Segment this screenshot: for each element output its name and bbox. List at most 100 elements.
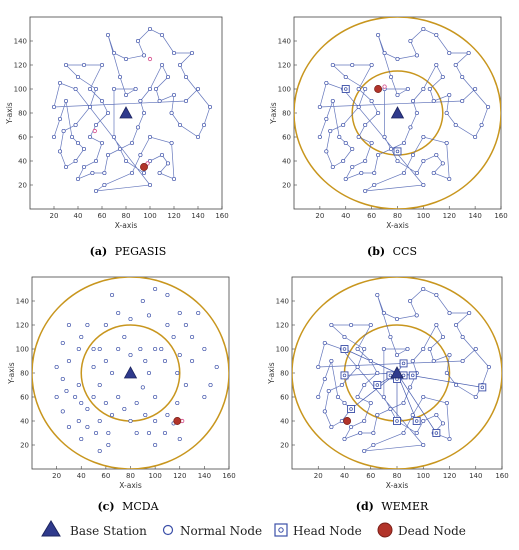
normal-node	[339, 382, 344, 388]
normal-node	[54, 394, 59, 400]
normal-node	[434, 322, 439, 328]
normal-node	[129, 170, 135, 176]
caption-d-letter: (d)	[356, 500, 374, 513]
normal-node	[97, 346, 102, 352]
y-tick-label: 40	[20, 418, 29, 426]
normal-node	[190, 358, 195, 364]
head-node-inner	[401, 373, 406, 378]
x-tick-label: 140	[191, 212, 204, 220]
normal-node	[105, 110, 111, 116]
normal-node	[355, 346, 360, 352]
base-station-legend-icon	[41, 520, 61, 537]
normal-node	[91, 364, 96, 370]
normal-node	[372, 182, 377, 188]
normal-node	[76, 418, 81, 424]
normal-node	[341, 158, 346, 164]
x-axis-label: X-axis	[386, 481, 409, 490]
normal-node	[350, 62, 355, 68]
normal-node	[316, 394, 321, 400]
normal-node	[342, 334, 347, 340]
y-tick-label: 120	[276, 322, 289, 330]
caption-d: (d) WEMER	[356, 500, 429, 513]
head-node	[412, 417, 421, 425]
normal-node	[421, 442, 426, 448]
normal-node	[322, 409, 327, 414]
normal-node	[369, 62, 374, 68]
head-node	[393, 417, 401, 425]
normal-node	[138, 346, 143, 352]
normal-node	[473, 86, 478, 92]
normal-node	[440, 161, 445, 166]
normal-node	[109, 412, 115, 418]
normal-node	[376, 152, 381, 158]
normal-node	[447, 310, 452, 316]
caption-d-name: WEMER	[381, 500, 429, 513]
head-node-inner	[401, 361, 406, 366]
caption-c-letter: (c)	[97, 500, 114, 513]
normal-node	[140, 298, 145, 304]
x-tick-label: 160	[222, 472, 235, 480]
x-tick-label: 40	[341, 212, 350, 220]
head-node-inner	[395, 419, 399, 423]
x-tick-label: 140	[469, 472, 482, 480]
normal-node	[97, 448, 102, 454]
normal-node	[57, 149, 63, 154]
normal-node	[153, 442, 158, 448]
normal-node	[460, 334, 465, 340]
base-station-marker	[390, 366, 404, 379]
normal-node	[329, 322, 334, 328]
head-node-legend-inner-icon	[278, 527, 284, 533]
y-tick-label: 100	[278, 86, 291, 94]
normal-node	[362, 346, 367, 352]
normal-node	[129, 140, 135, 146]
normal-node	[440, 421, 445, 426]
y-tick-label: 80	[20, 370, 29, 378]
x-tick-label: 100	[148, 472, 161, 480]
base-station-marker	[123, 366, 138, 379]
normal-node	[63, 98, 69, 104]
normal-node	[460, 74, 465, 80]
normal-node	[165, 322, 170, 328]
normal-node	[60, 376, 65, 382]
x-tick-label: 80	[126, 472, 135, 480]
normal-node	[328, 128, 333, 134]
normal-node	[356, 104, 361, 110]
normal-node	[395, 56, 400, 62]
normal-node	[153, 86, 159, 92]
normal-node	[169, 110, 174, 116]
normal-node	[79, 334, 84, 340]
normal-node	[349, 322, 354, 328]
normal-node	[60, 409, 65, 414]
normal-node	[369, 98, 374, 104]
x-tick-label: 40	[77, 472, 86, 480]
normal-node	[183, 382, 188, 388]
normal-node	[447, 50, 452, 56]
normal-node	[421, 286, 426, 292]
plot-area	[292, 277, 502, 469]
normal-node	[135, 125, 141, 130]
normal-node	[103, 400, 108, 406]
normal-node	[147, 86, 153, 92]
normal-node	[434, 412, 439, 418]
normal-node	[434, 62, 439, 68]
x-tick-label: 20	[52, 472, 61, 480]
caption-a-letter: (a)	[90, 245, 108, 258]
normal-node	[421, 134, 426, 140]
normal-node	[372, 170, 377, 176]
normal-node	[375, 292, 380, 298]
normal-node	[73, 86, 78, 92]
x-tick-label: 20	[50, 212, 59, 220]
head-node	[373, 381, 382, 389]
normal-node	[153, 394, 158, 400]
normal-node	[189, 50, 195, 56]
normal-node	[109, 292, 115, 298]
normal-node	[159, 62, 165, 68]
normal-node	[91, 394, 96, 400]
normal-node	[146, 370, 152, 376]
normal-node	[395, 92, 400, 98]
x-tick-label: 20	[315, 212, 324, 220]
head-node	[408, 371, 417, 380]
normal-node	[147, 134, 153, 140]
normal-node	[85, 322, 90, 328]
normal-node	[93, 122, 99, 128]
